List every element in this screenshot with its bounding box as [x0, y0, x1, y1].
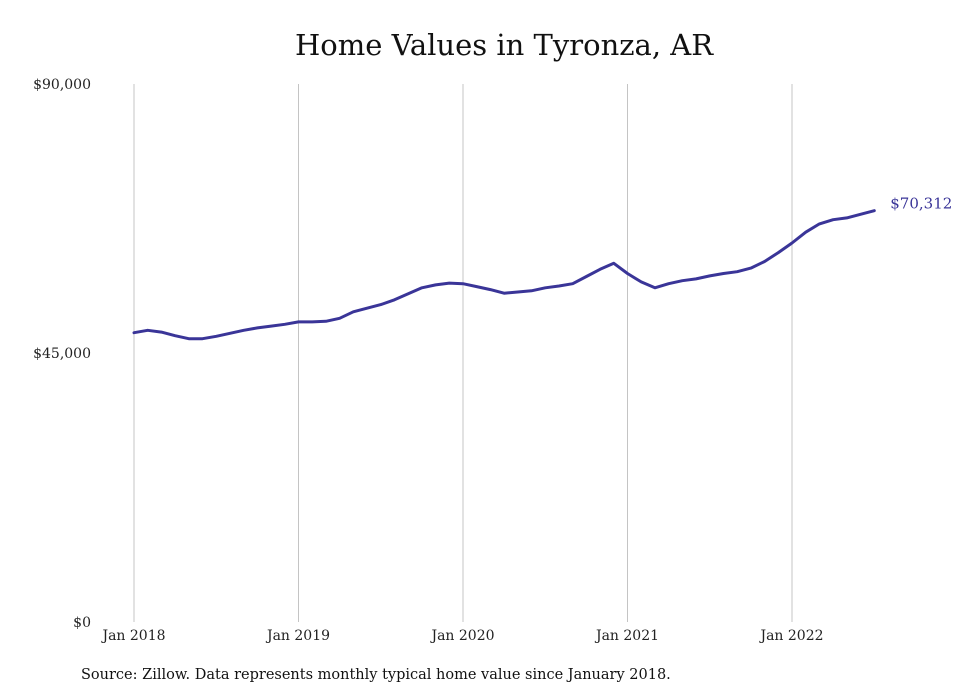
y-tick-label: $0 — [73, 615, 91, 631]
chart-title: Home Values in Tyronza, AR — [294, 28, 714, 62]
data-point — [352, 310, 355, 313]
source-note: Source: Zillow. Data represents monthly … — [81, 667, 671, 683]
data-point — [626, 272, 629, 275]
x-tick-label: Jan 2020 — [429, 628, 494, 644]
data-point — [695, 277, 698, 280]
x-tick-label: Jan 2021 — [594, 628, 659, 644]
data-point — [571, 282, 574, 285]
data-point — [818, 222, 821, 225]
data-point — [530, 289, 533, 292]
data-point — [242, 329, 245, 332]
y-tick-label: $90,000 — [33, 77, 91, 93]
data-point — [544, 286, 547, 289]
data-point — [681, 279, 684, 282]
data-point — [516, 291, 519, 294]
data-point — [736, 270, 739, 273]
data-point — [873, 209, 876, 212]
data-point — [407, 292, 410, 295]
data-point — [640, 280, 643, 283]
data-point — [791, 242, 794, 245]
data-point — [585, 275, 588, 278]
data-point — [763, 260, 766, 263]
data-point — [749, 267, 752, 270]
data-point — [653, 286, 656, 289]
x-tick-label: Jan 2022 — [758, 628, 823, 644]
end-value-label: $70,312 — [890, 195, 952, 213]
data-point — [503, 292, 506, 295]
data-point — [338, 317, 341, 320]
y-tick-label: $45,000 — [33, 346, 91, 362]
label-layer: $70,312 — [890, 195, 952, 213]
gridlines — [133, 84, 793, 622]
data-point — [283, 323, 286, 326]
data-point — [475, 285, 478, 288]
data-point — [832, 218, 835, 221]
data-point — [311, 320, 314, 323]
data-point — [379, 303, 382, 306]
data-point — [270, 325, 273, 328]
data-point — [667, 282, 670, 285]
data-point — [708, 274, 711, 277]
data-point — [187, 337, 190, 340]
data-point — [215, 335, 218, 338]
x-axis-ticks: Jan 2018 Jan 2019 Jan 2020 Jan 2021 Jan 2022 — [100, 628, 823, 644]
data-point — [146, 329, 149, 332]
data-point — [174, 334, 177, 337]
y-axis-ticks: $0 $45,000 $90,000 — [33, 77, 91, 631]
data-point — [845, 216, 848, 219]
data-point — [297, 320, 300, 323]
series-layer — [132, 209, 876, 341]
data-point — [804, 231, 807, 234]
data-point — [489, 288, 492, 291]
data-point — [420, 286, 423, 289]
x-tick-label: Jan 2018 — [100, 628, 165, 644]
data-point — [462, 282, 465, 285]
data-point — [777, 251, 780, 254]
data-point — [448, 282, 451, 285]
data-point — [434, 283, 437, 286]
data-point — [599, 268, 602, 271]
series-line — [132, 209, 876, 341]
data-point — [160, 331, 163, 334]
data-point — [201, 337, 204, 340]
data-point — [558, 285, 561, 288]
x-tick-label: Jan 2019 — [265, 628, 330, 644]
data-point — [859, 213, 862, 216]
data-point — [133, 331, 136, 334]
data-point — [229, 332, 232, 335]
data-point — [393, 298, 396, 301]
data-point — [722, 272, 725, 275]
data-point — [366, 307, 369, 310]
data-point — [324, 320, 327, 323]
data-point — [612, 262, 615, 265]
data-point — [256, 326, 259, 329]
